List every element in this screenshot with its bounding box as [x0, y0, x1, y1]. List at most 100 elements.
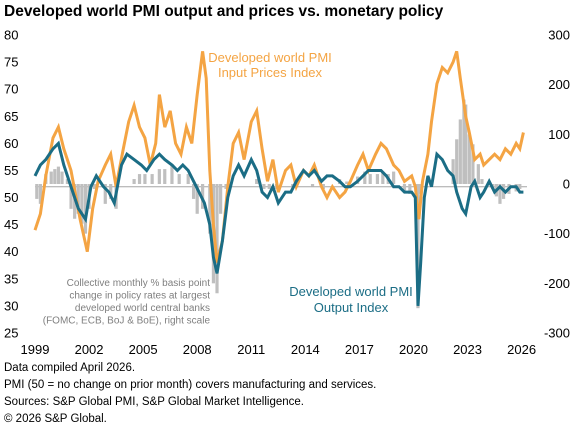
left-tick-label: 55 [4, 163, 18, 178]
chart-title: Developed world PMI output and prices vs… [4, 3, 444, 20]
output-index-label: Developed world PMI [289, 284, 413, 299]
policy-bar [363, 171, 367, 184]
left-tick-label: 80 [4, 28, 18, 43]
x-tick-label: 2020 [399, 342, 428, 357]
policy-bar [402, 184, 407, 192]
footer-line-3: Sources: S&P Global PMI, S&P Global Mark… [4, 396, 304, 408]
right-tick-label: -100 [544, 226, 570, 241]
left-tick-label: 40 [4, 244, 18, 259]
input-prices-line [33, 50, 525, 263]
policy-bar [163, 169, 167, 184]
left-tick-label: 30 [4, 298, 18, 313]
left-tick-label: 25 [4, 326, 18, 341]
x-tick-label: 2014 [291, 342, 320, 357]
policy-bar [476, 164, 480, 184]
policy-bar [170, 164, 174, 184]
footer-line-1: Data compiled April 2026. [4, 362, 136, 374]
policy-bar [191, 184, 196, 199]
policy-bar [80, 184, 84, 224]
policy-note-label: change in policy rates at largest [69, 291, 210, 302]
policy-bar [368, 174, 372, 184]
x-axis-ticks: 1999 2002 2005 2008 2011 2014 2017 2020 2023 2026 [21, 342, 537, 357]
x-tick-label: 1999 [21, 342, 50, 357]
policy-bar [65, 179, 70, 184]
right-tick-label: 200 [548, 77, 570, 92]
policy-bar [381, 171, 385, 184]
policy-bar [35, 184, 39, 199]
policy-bar [392, 171, 396, 184]
policy-bar [103, 184, 107, 204]
policy-bar [345, 181, 349, 184]
x-tick-label: 2011 [237, 342, 265, 357]
right-tick-label: 100 [548, 127, 570, 142]
policy-bar [498, 184, 502, 204]
output-index-label: Output Index [314, 300, 389, 315]
policy-bar [451, 159, 455, 184]
policy-bar [215, 184, 219, 294]
policy-bar [467, 134, 471, 184]
policy-bar [408, 184, 412, 194]
policy-note-label: developed world central banks [75, 303, 210, 314]
policy-bar [137, 174, 142, 184]
policy-bar [83, 184, 88, 234]
policy-bar [56, 166, 61, 184]
chart-area: 80 75 70 65 60 55 50 45 40 35 30 25 300 200 100 0 -100 -… [4, 28, 570, 358]
policy-bar [195, 184, 199, 214]
policy-bar [455, 139, 459, 184]
left-tick-label: 45 [4, 217, 18, 232]
x-tick-label: 2008 [183, 342, 212, 357]
policy-bar [208, 184, 212, 234]
policy-bar [219, 184, 223, 214]
policy-bar [321, 184, 325, 189]
policy-note-label: Collective monthly % basis point [67, 278, 211, 289]
policy-bar [462, 99, 466, 184]
policy-bar [458, 119, 462, 184]
left-tick-label: 35 [4, 271, 18, 286]
policy-bar [262, 184, 266, 189]
policy-bar [518, 184, 522, 189]
policy-bar [375, 174, 380, 184]
policy-bar [157, 169, 161, 184]
policy-bar [224, 184, 228, 189]
left-tick-label: 50 [4, 190, 18, 205]
policy-bar [177, 174, 181, 184]
policy-bar [267, 184, 271, 189]
right-tick-label: -200 [544, 276, 570, 291]
policy-bar [150, 174, 154, 184]
footer-line-2: PMI (50 = no change on prior month) cove… [4, 379, 377, 391]
policy-bar [109, 184, 113, 199]
policy-bar [255, 179, 259, 184]
left-tick-label: 65 [4, 109, 18, 124]
policy-bar [60, 171, 64, 184]
policy-bar [143, 174, 147, 184]
policy-bar [464, 104, 468, 184]
x-tick-label: 2023 [453, 342, 482, 357]
policy-bar [186, 174, 190, 184]
left-tick-label: 60 [4, 136, 18, 151]
left-tick-label: 75 [4, 55, 18, 70]
input-prices-label: Input Prices Index [218, 65, 323, 80]
left-tick-label: 70 [4, 82, 18, 97]
right-axis-ticks: 300 200 100 0 -100 -200 -300 [544, 28, 570, 341]
x-tick-label: 2005 [129, 342, 158, 357]
x-tick-label: 2002 [75, 342, 104, 357]
footer-notes: Data compiled April 2026. PMI (50 = no c… [4, 360, 376, 428]
right-tick-label: 300 [548, 28, 570, 43]
x-tick-label: 2017 [345, 342, 374, 357]
policy-bar [92, 184, 97, 189]
policy-note-label: (FOMC, ECB, BoJ & BoE), right scale [43, 316, 211, 327]
x-tick-label: 2026 [507, 342, 536, 357]
policy-bar [76, 184, 80, 214]
policy-bar [38, 184, 43, 204]
right-tick-label: 0 [563, 177, 570, 192]
policy-bar [69, 184, 73, 209]
policy-bar [53, 169, 57, 184]
left-axis-ticks: 80 75 70 65 60 55 50 45 40 35 30 25 [4, 28, 18, 341]
policy-bar [132, 179, 136, 184]
policy-bar [471, 144, 475, 184]
footer-line-4: © 2026 S&P Global. [4, 413, 107, 425]
right-tick-label: -300 [544, 326, 570, 341]
policy-bar [49, 171, 53, 184]
policy-bar [480, 179, 484, 184]
